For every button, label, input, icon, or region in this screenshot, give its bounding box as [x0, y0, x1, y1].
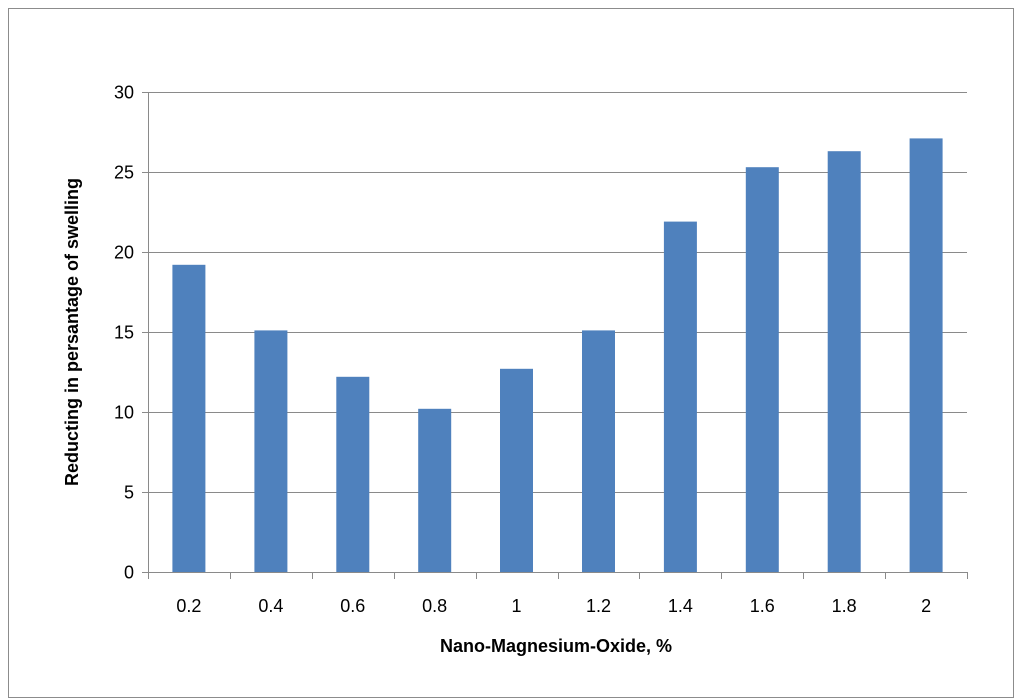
bar: [172, 264, 206, 572]
x-tick-label: 1: [511, 596, 521, 616]
x-tick-label: 1.4: [668, 596, 693, 616]
bar: [418, 408, 452, 572]
x-axis-title: Nano-Magnesium-Oxide, %: [440, 636, 672, 656]
x-tick-label: 0.2: [176, 596, 201, 616]
x-tick-label: 1.8: [832, 596, 857, 616]
x-tick-label: 2: [921, 596, 931, 616]
bar: [827, 151, 861, 572]
bar: [582, 330, 615, 572]
x-tick-label: 1.6: [750, 596, 775, 616]
y-axis-title: Reducting in persantage of swelling: [62, 178, 82, 486]
bar-chart: 0 5 10 15 20 25 30 0.2 0.4 0.6 0.8 1 1.2 1.4 1.6 1.8 2 N…: [62, 83, 968, 656]
y-tick-label: 5: [124, 483, 134, 503]
y-tick-label: 30: [114, 83, 134, 103]
bar: [336, 376, 370, 572]
bar: [745, 167, 779, 572]
y-tick-label: 0: [124, 563, 134, 583]
bar: [500, 368, 533, 572]
axis-layer: 0 5 10 15 20 25 30 0.2 0.4 0.6 0.8 1 1.2 1.4 1.6 1.8 2: [114, 83, 968, 616]
y-tick-label: 20: [114, 243, 134, 263]
y-tick-label: 10: [114, 403, 134, 423]
bar: [909, 138, 943, 572]
y-tick-label: 15: [114, 323, 134, 343]
bars-layer: [172, 138, 943, 572]
bar: [663, 221, 697, 572]
x-tick-label: 0.4: [258, 596, 283, 616]
bar: [254, 330, 288, 572]
x-tick-label: 0.6: [340, 596, 365, 616]
x-tick-label: 1.2: [586, 596, 611, 616]
y-tick-label: 25: [114, 163, 134, 183]
x-tick-label: 0.8: [422, 596, 447, 616]
